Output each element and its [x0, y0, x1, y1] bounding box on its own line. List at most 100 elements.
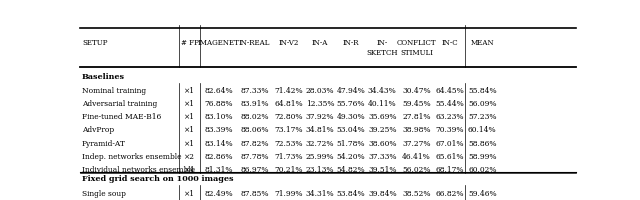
- Text: IN-REAL: IN-REAL: [239, 39, 270, 47]
- Text: 40.11%: 40.11%: [368, 100, 397, 108]
- Text: 83.10%: 83.10%: [204, 113, 232, 121]
- Text: 88.06%: 88.06%: [241, 126, 269, 134]
- Text: IN-
SKETCH: IN- SKETCH: [367, 39, 398, 57]
- Text: 53.04%: 53.04%: [337, 126, 365, 134]
- Text: 34.43%: 34.43%: [368, 87, 397, 95]
- Text: 39.84%: 39.84%: [368, 190, 397, 198]
- Text: Single soup: Single soup: [82, 190, 126, 198]
- Text: IN-C: IN-C: [442, 39, 458, 47]
- Text: 37.92%: 37.92%: [306, 113, 334, 121]
- Text: 38.60%: 38.60%: [368, 140, 397, 148]
- Text: IN-V2: IN-V2: [278, 39, 299, 47]
- Text: ×1: ×1: [184, 126, 195, 134]
- Text: # FP: # FP: [180, 39, 198, 47]
- Text: ×1: ×1: [184, 87, 195, 95]
- Text: 57.23%: 57.23%: [468, 113, 497, 121]
- Text: Fine-tuned MAE-B16: Fine-tuned MAE-B16: [82, 113, 161, 121]
- Text: ×2: ×2: [184, 153, 195, 161]
- Text: 46.41%: 46.41%: [402, 153, 431, 161]
- Text: 82.64%: 82.64%: [204, 87, 233, 95]
- Text: 67.01%: 67.01%: [436, 140, 464, 148]
- Text: 87.78%: 87.78%: [241, 153, 269, 161]
- Text: 51.78%: 51.78%: [337, 140, 365, 148]
- Text: 34.81%: 34.81%: [306, 126, 334, 134]
- Text: 87.85%: 87.85%: [241, 190, 269, 198]
- Text: 70.21%: 70.21%: [275, 166, 303, 174]
- Text: 49.30%: 49.30%: [337, 113, 365, 121]
- Text: IN-A: IN-A: [312, 39, 328, 47]
- Text: 76.88%: 76.88%: [204, 100, 232, 108]
- Text: 83.14%: 83.14%: [204, 140, 233, 148]
- Text: 87.82%: 87.82%: [241, 140, 269, 148]
- Text: ×1: ×1: [184, 190, 195, 198]
- Text: Individual networks ensemble: Individual networks ensemble: [82, 166, 195, 174]
- Text: AdvProp: AdvProp: [82, 126, 114, 134]
- Text: 58.86%: 58.86%: [468, 140, 497, 148]
- Text: 88.02%: 88.02%: [241, 113, 269, 121]
- Text: 55.84%: 55.84%: [468, 87, 497, 95]
- Text: ×1: ×1: [184, 140, 195, 148]
- Text: IMAGENET: IMAGENET: [198, 39, 239, 47]
- Text: 39.51%: 39.51%: [368, 166, 397, 174]
- Text: 32.72%: 32.72%: [306, 140, 334, 148]
- Text: 54.20%: 54.20%: [337, 153, 365, 161]
- Text: 82.86%: 82.86%: [204, 153, 232, 161]
- Text: 37.33%: 37.33%: [368, 153, 397, 161]
- Text: 72.53%: 72.53%: [275, 140, 303, 148]
- Text: 59.45%: 59.45%: [402, 100, 431, 108]
- Text: 37.27%: 37.27%: [403, 140, 431, 148]
- Text: ×4: ×4: [184, 166, 195, 174]
- Text: 54.82%: 54.82%: [337, 166, 365, 174]
- Text: 59.46%: 59.46%: [468, 190, 497, 198]
- Text: 47.94%: 47.94%: [337, 87, 365, 95]
- Text: 71.73%: 71.73%: [275, 153, 303, 161]
- Text: 38.98%: 38.98%: [403, 126, 431, 134]
- Text: 83.39%: 83.39%: [204, 126, 232, 134]
- Text: Indep. networks ensemble: Indep. networks ensemble: [82, 153, 182, 161]
- Text: 35.69%: 35.69%: [368, 113, 397, 121]
- Text: 12.35%: 12.35%: [306, 100, 334, 108]
- Text: 65.61%: 65.61%: [436, 153, 464, 161]
- Text: 68.17%: 68.17%: [436, 166, 464, 174]
- Text: MEAN: MEAN: [470, 39, 494, 47]
- Text: 60.14%: 60.14%: [468, 126, 497, 134]
- Text: 23.13%: 23.13%: [306, 166, 334, 174]
- Text: 87.33%: 87.33%: [241, 87, 269, 95]
- Text: 25.99%: 25.99%: [306, 153, 334, 161]
- Text: 58.99%: 58.99%: [468, 153, 497, 161]
- Text: ×1: ×1: [184, 113, 195, 121]
- Text: 28.03%: 28.03%: [306, 87, 334, 95]
- Text: 66.82%: 66.82%: [436, 190, 464, 198]
- Text: Fixed grid search on 1000 images: Fixed grid search on 1000 images: [82, 175, 234, 183]
- Text: 72.80%: 72.80%: [275, 113, 303, 121]
- Text: 64.81%: 64.81%: [275, 100, 303, 108]
- Text: 56.02%: 56.02%: [403, 166, 431, 174]
- Text: 64.45%: 64.45%: [436, 87, 465, 95]
- Text: 71.99%: 71.99%: [275, 190, 303, 198]
- Text: 86.97%: 86.97%: [241, 166, 269, 174]
- Text: 30.47%: 30.47%: [402, 87, 431, 95]
- Text: CONFLICT
STIMULI: CONFLICT STIMULI: [397, 39, 436, 57]
- Text: 83.91%: 83.91%: [241, 100, 269, 108]
- Text: 63.23%: 63.23%: [436, 113, 464, 121]
- Text: 56.09%: 56.09%: [468, 100, 497, 108]
- Text: SETUP: SETUP: [82, 39, 108, 47]
- Text: Pyramid-AT: Pyramid-AT: [82, 140, 126, 148]
- Text: 27.81%: 27.81%: [403, 113, 431, 121]
- Text: 71.42%: 71.42%: [275, 87, 303, 95]
- Text: 70.39%: 70.39%: [436, 126, 464, 134]
- Text: IN-R: IN-R: [342, 39, 359, 47]
- Text: 55.76%: 55.76%: [337, 100, 365, 108]
- Text: 60.02%: 60.02%: [468, 166, 497, 174]
- Text: 53.84%: 53.84%: [337, 190, 365, 198]
- Text: Nominal training: Nominal training: [82, 87, 146, 95]
- Text: 38.52%: 38.52%: [403, 190, 431, 198]
- Text: 73.17%: 73.17%: [275, 126, 303, 134]
- Text: 82.49%: 82.49%: [204, 190, 233, 198]
- Text: 55.44%: 55.44%: [436, 100, 465, 108]
- Text: 39.25%: 39.25%: [368, 126, 397, 134]
- Text: 34.31%: 34.31%: [306, 190, 334, 198]
- Text: Baselines: Baselines: [82, 73, 125, 81]
- Text: 81.31%: 81.31%: [204, 166, 232, 174]
- Text: Adversarial training: Adversarial training: [82, 100, 157, 108]
